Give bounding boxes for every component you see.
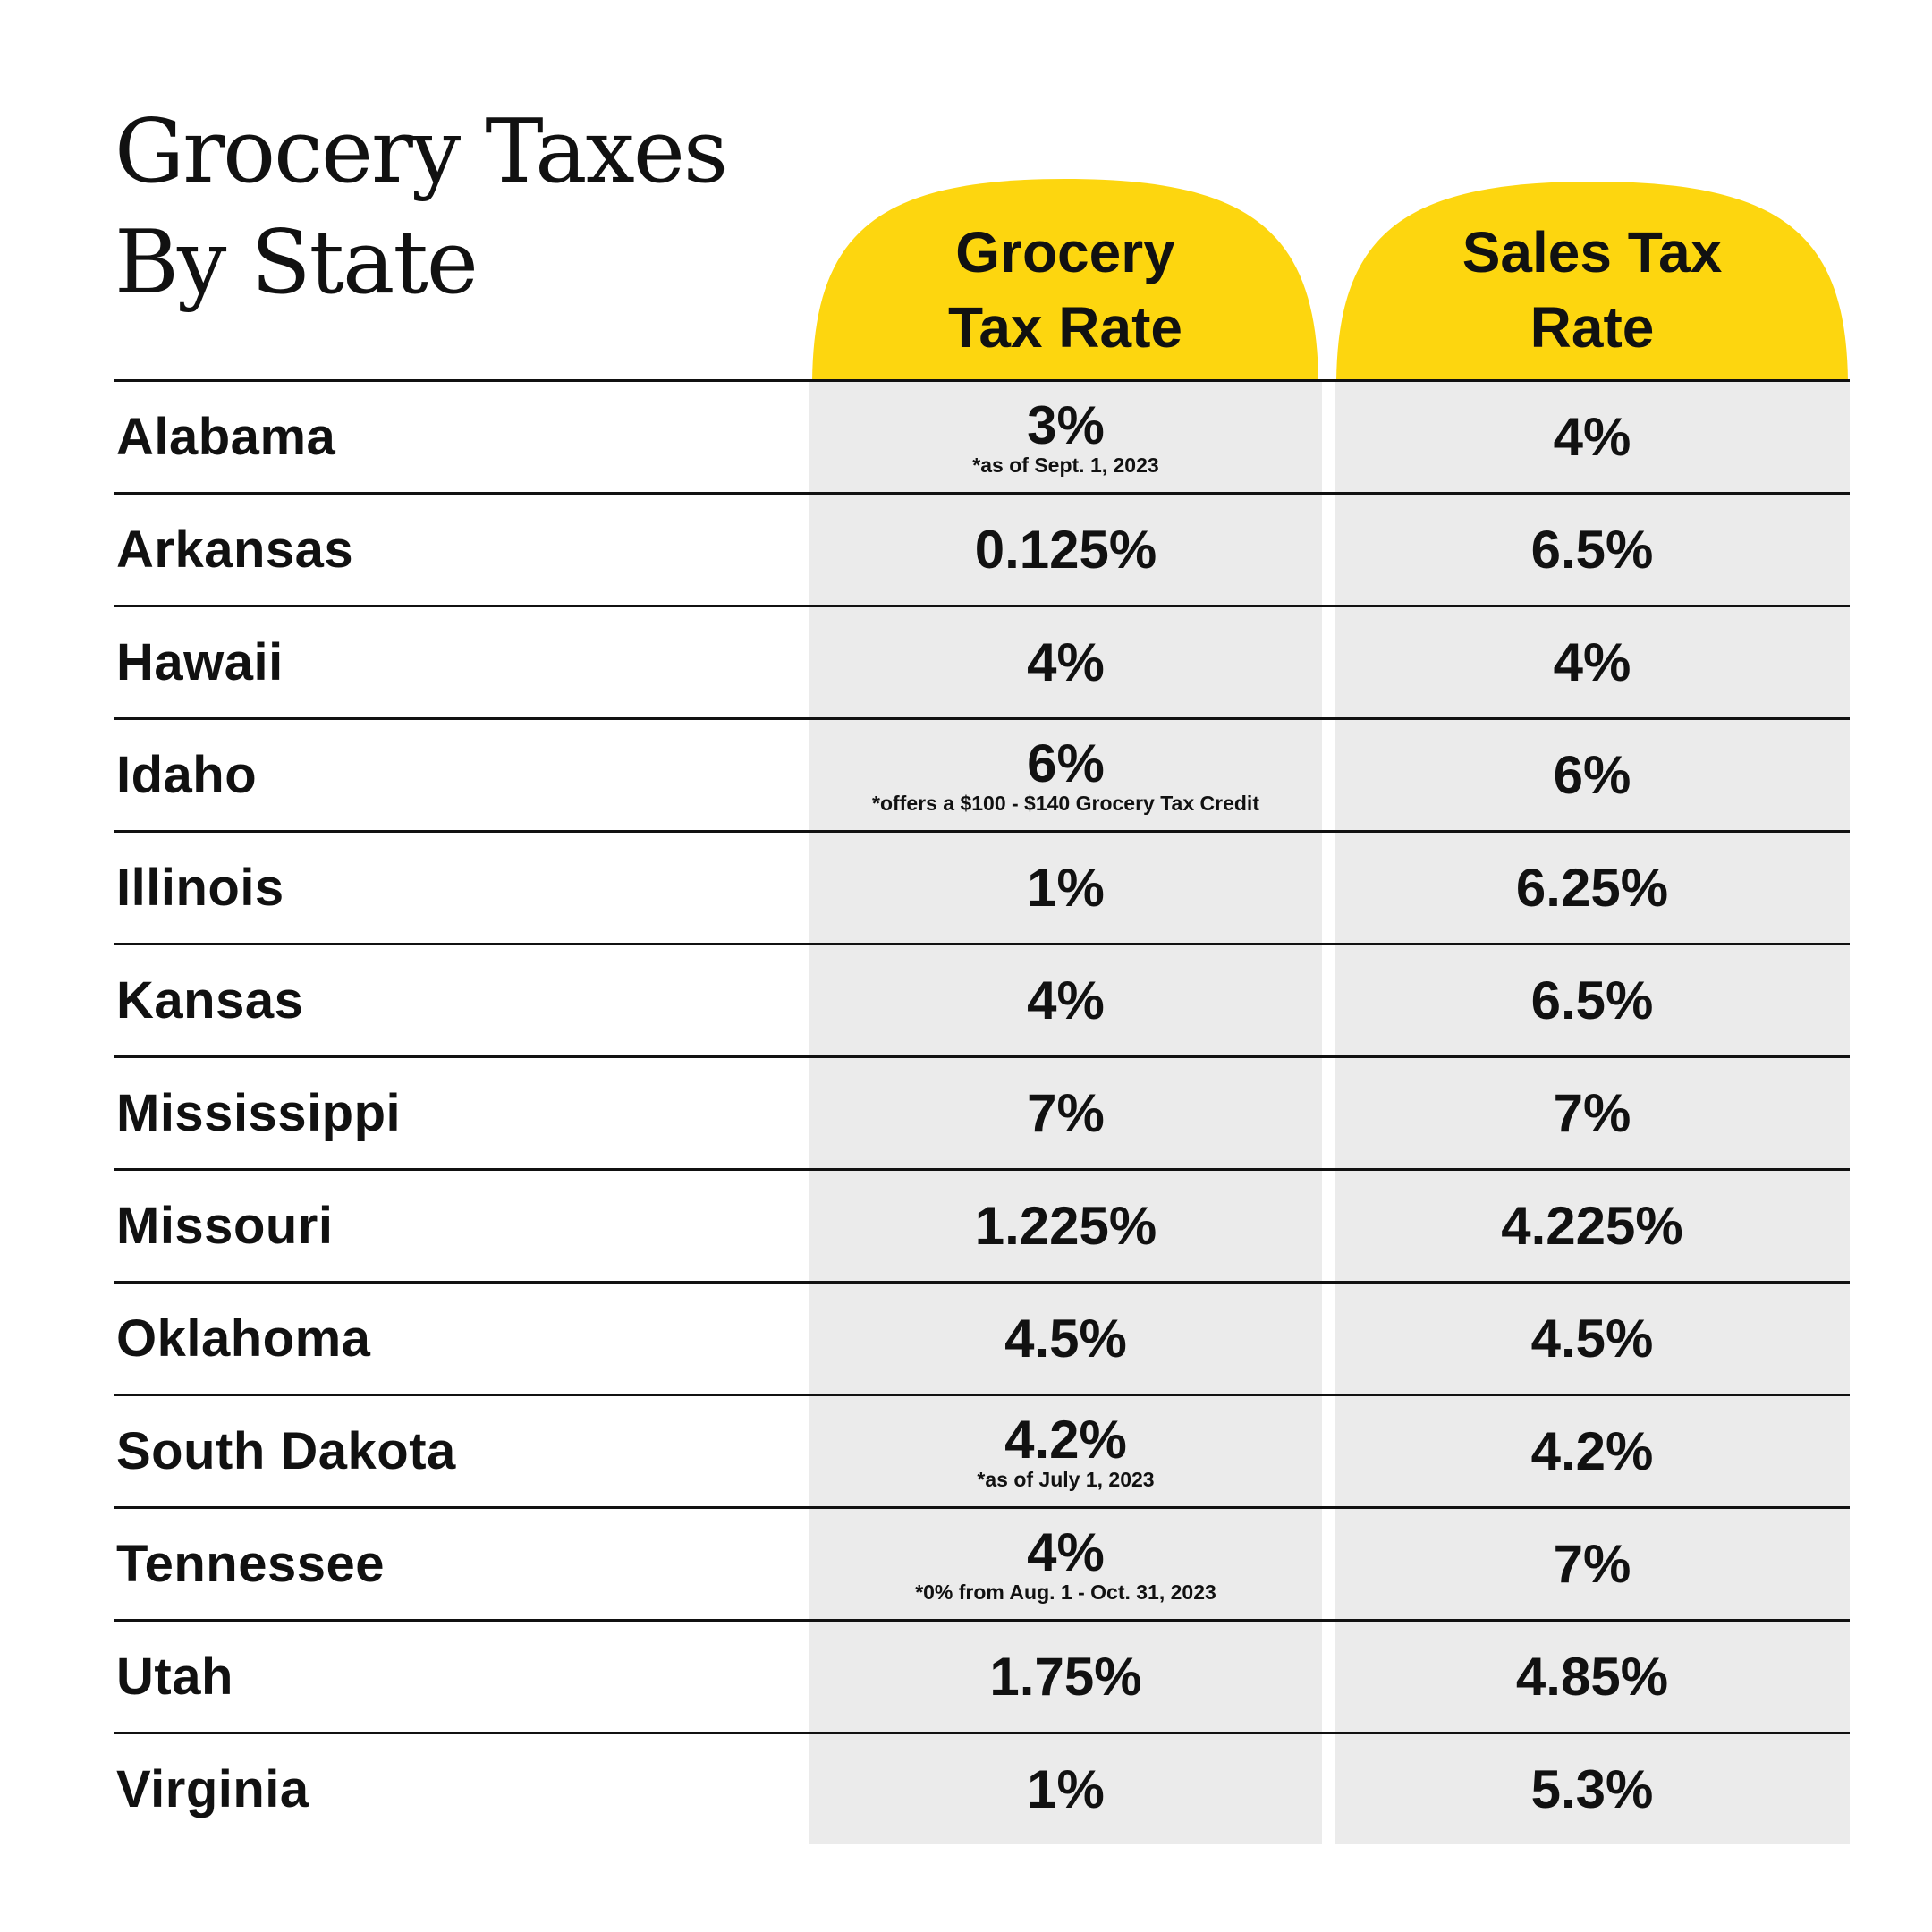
table-row: South Dakota 4.2% *as of July 1, 2023 4.2% xyxy=(114,1394,1850,1506)
grocery-tax-value: 3% xyxy=(1027,394,1105,455)
state-name: Oklahoma xyxy=(116,1309,371,1368)
sales-tax-value: 4.225% xyxy=(1501,1195,1683,1256)
column-header-shapes xyxy=(812,179,1848,381)
grocery-tax-cell: 1% xyxy=(809,1734,1322,1844)
header-line: Tax Rate xyxy=(947,295,1183,360)
grocery-tax-cell: 4.2% *as of July 1, 2023 xyxy=(809,1396,1322,1506)
state-name: Virginia xyxy=(116,1760,309,1818)
state-name: South Dakota xyxy=(116,1422,456,1480)
table-row: Missouri 1.225% 4.225% xyxy=(114,1168,1850,1281)
sales-tax-value: 6.5% xyxy=(1530,970,1654,1030)
column-header-grocery: Grocery Tax Rate xyxy=(812,215,1318,365)
column-header-sales: Sales Tax Rate xyxy=(1336,215,1848,365)
grocery-tax-cell: 4% *0% from Aug. 1 - Oct. 31, 2023 xyxy=(809,1509,1322,1619)
sales-tax-value: 5.3% xyxy=(1530,1758,1654,1819)
sales-tax-value: 7% xyxy=(1553,1533,1631,1594)
sales-tax-cell: 4.2% xyxy=(1335,1396,1850,1506)
grocery-tax-cell: 4% xyxy=(809,945,1322,1055)
table-row: Illinois 1% 6.25% xyxy=(114,830,1850,943)
state-name: Mississippi xyxy=(116,1084,402,1142)
page-title: Grocery Taxes By State xyxy=(114,97,728,318)
sales-tax-value: 6% xyxy=(1553,744,1631,805)
sales-tax-value: 7% xyxy=(1553,1082,1631,1143)
grocery-tax-cell: 3% *as of Sept. 1, 2023 xyxy=(809,382,1322,492)
table-row: Mississippi 7% 7% xyxy=(114,1055,1850,1168)
state-name: Tennessee xyxy=(116,1535,386,1593)
grocery-tax-cell: 4% xyxy=(809,607,1322,717)
state-name: Illinois xyxy=(116,859,284,917)
grocery-tax-cell: 0.125% xyxy=(809,495,1322,605)
sales-tax-cell: 4% xyxy=(1335,607,1850,717)
grocery-tax-value: 0.125% xyxy=(974,519,1157,580)
grocery-tax-cell: 1.75% xyxy=(809,1622,1322,1732)
sales-tax-cell: 4.225% xyxy=(1335,1171,1850,1281)
grocery-header-shape xyxy=(812,179,1318,381)
grocery-tax-value: 1.225% xyxy=(974,1195,1157,1256)
header-line: Rate xyxy=(1530,295,1655,360)
footnote: *0% from Aug. 1 - Oct. 31, 2023 xyxy=(915,1580,1216,1604)
title-line-1: Grocery Taxes xyxy=(114,101,728,203)
state-name: Alabama xyxy=(116,408,336,466)
table-row: Arkansas 0.125% 6.5% xyxy=(114,492,1850,605)
sales-header-shape xyxy=(1336,182,1848,381)
grocery-tax-value: 4% xyxy=(1027,970,1105,1030)
sales-tax-cell: 5.3% xyxy=(1335,1734,1850,1844)
state-name: Arkansas xyxy=(116,521,354,579)
table-row: Idaho 6% *offers a $100 - $140 Grocery Tax… xyxy=(114,717,1850,830)
grocery-tax-cell: 1% xyxy=(809,833,1322,943)
sales-tax-value: 6.25% xyxy=(1515,857,1669,918)
grocery-tax-value: 6% xyxy=(1027,733,1105,793)
sales-tax-value: 6.5% xyxy=(1530,519,1654,580)
sales-tax-cell: 4% xyxy=(1335,382,1850,492)
header-line: Sales Tax xyxy=(1462,220,1723,284)
footnote: *offers a $100 - $140 Grocery Tax Credit xyxy=(872,791,1259,815)
sales-tax-value: 4.2% xyxy=(1530,1420,1654,1481)
grocery-tax-value: 4.2% xyxy=(1004,1409,1127,1470)
sales-tax-cell: 7% xyxy=(1335,1509,1850,1619)
state-name: Hawaii xyxy=(116,633,284,691)
grocery-tax-value: 4.5% xyxy=(1004,1308,1127,1368)
sales-tax-cell: 4.5% xyxy=(1335,1284,1850,1394)
table-row: Tennessee 4% *0% from Aug. 1 - Oct. 31, 20… xyxy=(114,1506,1850,1619)
sales-tax-cell: 6% xyxy=(1335,720,1850,830)
sales-tax-cell: 6.5% xyxy=(1335,495,1850,605)
grocery-tax-value: 7% xyxy=(1027,1082,1105,1143)
sales-tax-value: 4% xyxy=(1553,406,1631,467)
grocery-tax-value: 4% xyxy=(1027,1521,1105,1582)
table-row: Utah 1.75% 4.85% xyxy=(114,1619,1850,1732)
footnote: *as of Sept. 1, 2023 xyxy=(972,453,1159,477)
sales-tax-value: 4% xyxy=(1553,631,1631,692)
grocery-tax-value: 1.75% xyxy=(989,1646,1142,1707)
table-row: Oklahoma 4.5% 4.5% xyxy=(114,1281,1850,1394)
state-name: Kansas xyxy=(116,971,304,1030)
table-row: Hawaii 4% 4% xyxy=(114,605,1850,717)
grocery-tax-cell: 4.5% xyxy=(809,1284,1322,1394)
tax-table: Alabama 3% *as of Sept. 1, 2023 4% Arkansas 0… xyxy=(114,379,1850,1844)
table-row: Virginia 1% 5.3% xyxy=(114,1732,1850,1844)
title-line-2: By State xyxy=(114,212,479,314)
grocery-tax-cell: 7% xyxy=(809,1058,1322,1168)
footnote: *as of July 1, 2023 xyxy=(977,1467,1155,1491)
state-name: Missouri xyxy=(116,1197,334,1255)
grocery-tax-cell: 6% *offers a $100 - $140 Grocery Tax Cred… xyxy=(809,720,1322,830)
state-name: Idaho xyxy=(116,746,258,804)
sales-tax-cell: 6.25% xyxy=(1335,833,1850,943)
sales-tax-value: 4.5% xyxy=(1530,1308,1654,1368)
grocery-tax-cell: 1.225% xyxy=(809,1171,1322,1281)
state-name: Utah xyxy=(116,1648,233,1706)
header-line: Grocery xyxy=(955,220,1175,284)
grocery-tax-value: 1% xyxy=(1027,1758,1105,1819)
table-row: Alabama 3% *as of Sept. 1, 2023 4% xyxy=(114,379,1850,492)
grocery-tax-value: 4% xyxy=(1027,631,1105,692)
table-row: Kansas 4% 6.5% xyxy=(114,943,1850,1055)
sales-tax-cell: 4.85% xyxy=(1335,1622,1850,1732)
sales-tax-cell: 7% xyxy=(1335,1058,1850,1168)
grocery-tax-value: 1% xyxy=(1027,857,1105,918)
sales-tax-cell: 6.5% xyxy=(1335,945,1850,1055)
sales-tax-value: 4.85% xyxy=(1515,1646,1669,1707)
